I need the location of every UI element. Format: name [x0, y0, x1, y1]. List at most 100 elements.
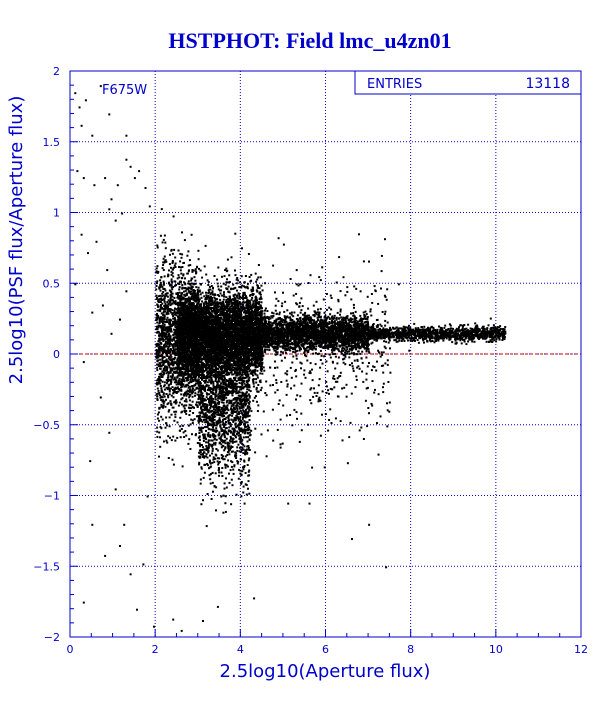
scatter-point	[236, 374, 239, 377]
scatter-point	[167, 347, 170, 350]
scatter-point	[179, 252, 182, 255]
scatter-point	[163, 255, 166, 258]
scatter-point	[156, 397, 159, 400]
scatter-point	[168, 332, 170, 335]
scatter-point	[175, 401, 178, 404]
scatter-point	[174, 307, 176, 310]
scatter-point	[245, 322, 248, 325]
scatter-point	[162, 402, 165, 404]
scatter-point	[174, 262, 177, 265]
scatter-point	[251, 309, 254, 312]
scatter-point	[243, 291, 246, 294]
scatter-point	[190, 288, 193, 291]
scatter-point	[87, 252, 89, 255]
scatter-point	[176, 371, 179, 374]
scatter-point	[256, 286, 259, 289]
scatter-point	[175, 363, 178, 366]
scatter-point	[158, 375, 160, 378]
scatter-point	[190, 298, 193, 301]
scatter-point	[108, 113, 111, 116]
scatter-point	[167, 387, 170, 390]
scatter-point	[167, 273, 170, 276]
scatter-point	[181, 357, 184, 360]
scatter-point	[168, 263, 171, 266]
scatter-point	[157, 392, 160, 395]
scatter-point	[168, 351, 171, 354]
scatter-point	[190, 279, 193, 282]
scatter-point	[222, 303, 225, 306]
scatter-point	[171, 262, 174, 264]
scatter-point	[157, 344, 160, 347]
scatter-point	[163, 344, 165, 347]
scatter-point	[74, 92, 77, 95]
scatter-point	[169, 348, 172, 351]
scatter-point	[195, 300, 198, 303]
scatter-point	[191, 277, 194, 280]
scatter-point	[185, 390, 188, 393]
scatter-point	[251, 369, 254, 372]
scatter-point	[187, 288, 190, 291]
scatter-point	[245, 295, 247, 298]
scatter-point	[246, 388, 249, 391]
scatter-point	[165, 379, 168, 381]
scatter-point	[212, 307, 215, 309]
scatter-point	[256, 302, 259, 305]
scatter-point	[175, 370, 178, 373]
scatter-point	[217, 344, 220, 347]
scatter-point	[155, 343, 158, 346]
scatter-point	[170, 311, 173, 314]
scatter-point	[189, 410, 192, 413]
scatter-point	[254, 322, 257, 325]
scatter-point	[189, 385, 191, 388]
scatter-point	[218, 345, 221, 348]
scatter-point	[183, 313, 186, 316]
scatter-point	[238, 281, 241, 284]
scatter-point	[397, 283, 400, 286]
scatter-point	[190, 290, 193, 293]
scatter-point	[258, 320, 261, 323]
scatter-point	[159, 325, 162, 327]
scatter-point	[171, 458, 174, 461]
scatter-point	[221, 366, 224, 369]
scatter-point	[163, 260, 166, 263]
scatter-point	[252, 300, 255, 303]
scatter-point	[136, 608, 138, 611]
scatter-point	[189, 389, 191, 391]
scatter-point	[159, 289, 162, 292]
scatter-point	[156, 246, 159, 249]
scatter-point	[249, 347, 252, 349]
scatter-point	[165, 333, 168, 336]
scatter-point	[196, 373, 199, 376]
scatter-point	[172, 406, 175, 409]
scatter-point	[166, 307, 169, 310]
scatter-point	[239, 306, 242, 309]
scatter-point	[178, 389, 181, 392]
scatter-point	[144, 187, 147, 189]
scatter-point	[173, 361, 176, 364]
scatter-point	[178, 283, 181, 285]
scatter-point	[192, 356, 195, 359]
scatter-point	[186, 304, 189, 307]
scatter-point	[196, 297, 199, 300]
scatter-point	[247, 253, 250, 255]
scatter-point	[206, 307, 209, 309]
scatter-point	[230, 370, 233, 373]
scatter-point	[165, 344, 168, 347]
scatter-point	[178, 315, 181, 318]
scatter-point	[247, 339, 250, 342]
scatter-point	[252, 340, 255, 343]
scatter-point	[222, 300, 225, 303]
scatter-point	[185, 394, 188, 397]
scatter-point	[156, 265, 159, 268]
scatter-point	[80, 233, 83, 236]
scatter-point	[142, 563, 145, 566]
scatter-point	[163, 325, 166, 328]
scatter-point	[178, 373, 181, 375]
scatter-point	[185, 434, 188, 437]
scatter-point	[190, 285, 193, 288]
scatter-point	[176, 296, 179, 299]
scatter-point	[161, 352, 164, 355]
scatter-point	[173, 328, 175, 331]
scatter-point	[167, 299, 170, 302]
scatter-point	[162, 257, 165, 260]
